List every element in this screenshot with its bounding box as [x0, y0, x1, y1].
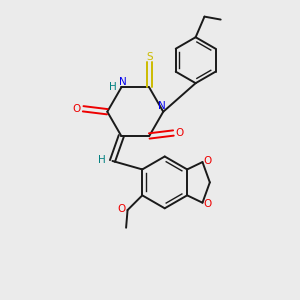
- Text: O: O: [204, 156, 212, 166]
- Text: N: N: [119, 77, 127, 87]
- Text: O: O: [204, 199, 212, 209]
- Text: O: O: [117, 204, 125, 214]
- Text: S: S: [146, 52, 153, 61]
- Text: H: H: [109, 82, 117, 92]
- Text: N: N: [158, 101, 166, 111]
- Text: H: H: [98, 154, 106, 164]
- Text: O: O: [73, 104, 81, 114]
- Text: O: O: [176, 128, 184, 138]
